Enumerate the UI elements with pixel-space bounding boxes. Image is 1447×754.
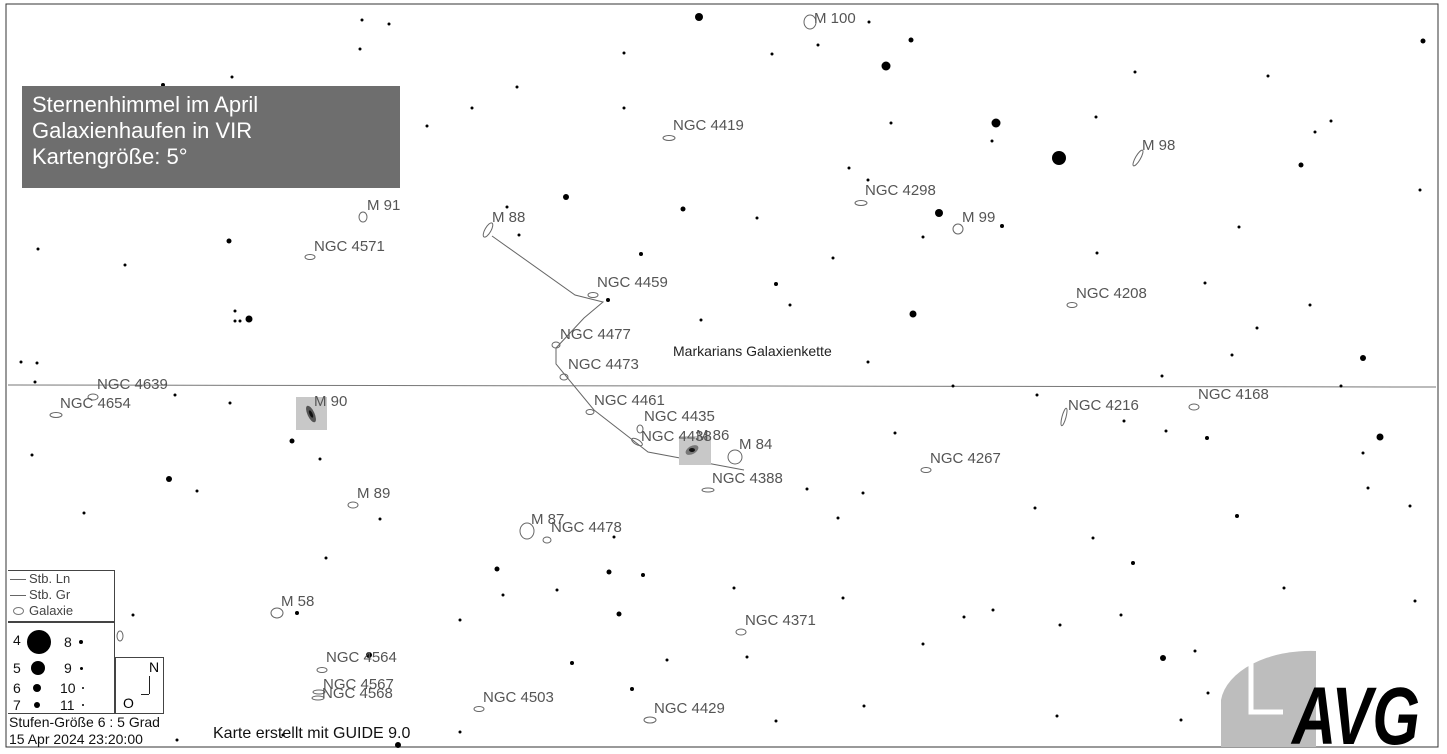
compass-east-label: O xyxy=(123,695,134,711)
object-label: NGC 4473 xyxy=(568,356,639,373)
title-box: Sternenhimmel im April Galaxienhaufen in… xyxy=(22,86,400,188)
mag-4-dot-icon xyxy=(27,630,51,654)
object-label: M 58 xyxy=(281,593,314,610)
scale-label: Stufen-Größe 6 : 5 Grad xyxy=(9,714,160,730)
object-label: M 87 xyxy=(531,511,564,528)
galaxy-symbols xyxy=(49,14,1200,724)
line-icon xyxy=(10,579,26,580)
line-icon xyxy=(10,595,26,596)
title-line-2: Galaxienhaufen in VIR xyxy=(32,118,253,143)
mag-11-dot-icon xyxy=(82,704,84,706)
mag-10-dot-icon xyxy=(82,687,84,689)
object-label: NGC 4654 xyxy=(60,395,131,412)
object-label: NGC 4298 xyxy=(865,182,936,199)
object-label: NGC 4639 xyxy=(97,376,168,393)
mag-8-dot-icon xyxy=(79,640,83,644)
title-line-3: Kartengröße: 5° xyxy=(32,144,188,169)
object-label: M 84 xyxy=(739,436,772,453)
mag-11-label: 11 xyxy=(60,697,75,713)
galaxy-icon xyxy=(13,607,24,615)
timestamp: 15 Apr 2024 23:20:00 xyxy=(9,731,143,747)
object-label: NGC 4216 xyxy=(1068,397,1139,414)
mag-6-dot-icon xyxy=(33,684,41,692)
mag-9-label: 9 xyxy=(64,660,72,676)
mag-10-label: 10 xyxy=(60,680,76,696)
compass: N O xyxy=(115,657,164,714)
object-label: NGC 4568 xyxy=(322,685,393,702)
object-label: NGC 4478 xyxy=(551,519,622,536)
object-label: NGC 4267 xyxy=(930,450,1001,467)
compass-north-label: N xyxy=(149,659,160,675)
compass-north-arrow-icon xyxy=(149,676,150,694)
ecliptic-line xyxy=(7,384,1437,388)
object-label: M 90 xyxy=(314,393,347,410)
object-label: NGC 4571 xyxy=(314,238,385,255)
object-label: NGC 4208 xyxy=(1076,285,1147,302)
object-label: M 98 xyxy=(1142,137,1175,154)
galaxy-image-m90 xyxy=(296,397,327,430)
legend-row-ln: Stb. Ln xyxy=(8,571,114,587)
object-label: NGC 4438 xyxy=(641,428,712,445)
legend-lines: Stb. Ln Stb. Gr Galaxie xyxy=(8,570,115,622)
object-label: M 91 xyxy=(367,197,400,214)
object-label: NGC 4461 xyxy=(594,392,665,409)
object-label: NGC 4564 xyxy=(326,649,397,666)
object-label: NGC 4435 xyxy=(644,408,715,425)
credit-label: Karte erstellt mit GUIDE 9.0 xyxy=(213,725,411,742)
object-label: NGC 4419 xyxy=(673,117,744,134)
avg-logo: AVG xyxy=(1221,650,1420,754)
compass-east-arrow-icon xyxy=(141,694,149,695)
galaxy-image-m86 xyxy=(679,436,711,465)
object-label: NGC 4388 xyxy=(712,470,783,487)
stars xyxy=(19,13,1426,748)
mag-6-label: 6 xyxy=(13,680,21,696)
object-label: M 86 xyxy=(696,427,729,444)
object-label: NGC 4459 xyxy=(597,274,668,291)
mag-9-dot-icon xyxy=(80,667,83,670)
object-label: NGC 4567 xyxy=(323,676,394,693)
object-label: M 100 xyxy=(814,10,856,27)
mag-8-label: 8 xyxy=(64,634,72,650)
legend-galaxy-label: Galaxie xyxy=(29,603,74,618)
mag-5-label: 5 xyxy=(13,660,21,676)
logo-text: AVG xyxy=(1291,671,1420,749)
legend-gr-label: Stb. Gr xyxy=(29,587,71,602)
object-labels: M 100 NGC 4419 M 98 NGC 4298 M 91 M 88 M 99 NGC… xyxy=(60,10,1269,717)
legend-row-gr: Stb. Gr xyxy=(8,587,114,603)
object-label: NGC 4429 xyxy=(654,700,725,717)
mag-5-dot-icon xyxy=(31,661,45,675)
scale-info: Stufen-Größe 6 : 5 Grad 15 Apr 2024 23:2… xyxy=(9,714,160,748)
title-line-1: Sternenhimmel im April xyxy=(32,92,259,117)
object-label: NGC 4477 xyxy=(560,326,631,343)
object-label: M 89 xyxy=(357,485,390,502)
chain-label: Markarians Galaxienkette xyxy=(673,343,832,359)
object-label: M 88 xyxy=(492,209,525,226)
mag-7-dot-icon xyxy=(34,702,40,708)
mag-4-label: 4 xyxy=(13,632,21,648)
legend-magnitudes: 4 5 6 7 8 9 10 11 xyxy=(8,622,115,714)
object-label: M 99 xyxy=(962,209,995,226)
object-label: NGC 4371 xyxy=(745,612,816,629)
object-label: NGC 4503 xyxy=(483,689,554,706)
legend-row-galaxy: Galaxie xyxy=(8,603,114,619)
mag-7-label: 7 xyxy=(13,697,21,713)
object-label: NGC 4168 xyxy=(1198,386,1269,403)
legend-ln-label: Stb. Ln xyxy=(29,571,71,586)
